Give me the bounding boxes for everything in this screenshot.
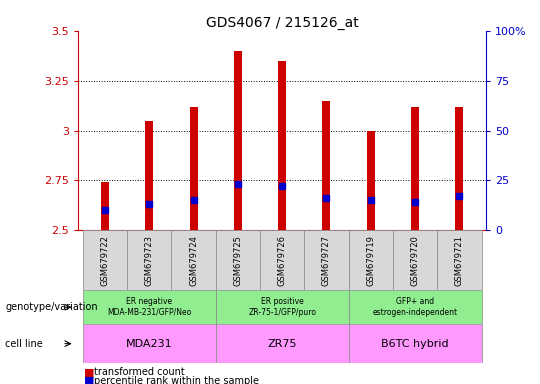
Bar: [127, 230, 171, 290]
Text: GSM679720: GSM679720: [410, 235, 420, 286]
Text: GSM679725: GSM679725: [233, 235, 242, 286]
Text: ER positive
ZR-75-1/GFP/puro: ER positive ZR-75-1/GFP/puro: [248, 298, 316, 317]
Bar: [305, 230, 349, 290]
Bar: [215, 324, 349, 363]
Text: GSM679726: GSM679726: [278, 235, 287, 286]
Bar: [455, 107, 463, 230]
Text: GSM679722: GSM679722: [100, 235, 110, 286]
Bar: [83, 230, 127, 290]
Bar: [411, 107, 419, 230]
Bar: [349, 230, 393, 290]
Bar: [278, 61, 286, 230]
Bar: [145, 121, 153, 230]
Text: MDA231: MDA231: [126, 339, 172, 349]
Bar: [83, 324, 215, 363]
Text: ■: ■: [84, 367, 94, 377]
Bar: [234, 51, 242, 230]
Bar: [101, 182, 109, 230]
Bar: [349, 324, 482, 363]
Title: GDS4067 / 215126_at: GDS4067 / 215126_at: [206, 16, 359, 30]
Text: ZR75: ZR75: [267, 339, 297, 349]
Bar: [171, 230, 215, 290]
Bar: [215, 290, 349, 324]
Text: ■: ■: [84, 376, 94, 384]
Text: genotype/variation: genotype/variation: [5, 302, 98, 312]
Text: B6TC hybrid: B6TC hybrid: [381, 339, 449, 349]
Text: GSM679723: GSM679723: [145, 235, 154, 286]
Bar: [260, 230, 305, 290]
Bar: [367, 131, 375, 230]
Bar: [322, 101, 330, 230]
Text: GSM679721: GSM679721: [455, 235, 464, 286]
Bar: [349, 290, 482, 324]
Text: ER negative
MDA-MB-231/GFP/Neo: ER negative MDA-MB-231/GFP/Neo: [107, 298, 191, 317]
Bar: [83, 290, 215, 324]
Text: GSM679724: GSM679724: [189, 235, 198, 286]
Bar: [215, 230, 260, 290]
Bar: [437, 230, 482, 290]
Text: GSM679727: GSM679727: [322, 235, 331, 286]
Bar: [190, 107, 198, 230]
Text: transformed count: transformed count: [94, 367, 185, 377]
Text: percentile rank within the sample: percentile rank within the sample: [94, 376, 260, 384]
Bar: [393, 230, 437, 290]
Text: GFP+ and
estrogen-independent: GFP+ and estrogen-independent: [373, 298, 458, 317]
Text: cell line: cell line: [5, 339, 43, 349]
Text: GSM679719: GSM679719: [366, 235, 375, 286]
